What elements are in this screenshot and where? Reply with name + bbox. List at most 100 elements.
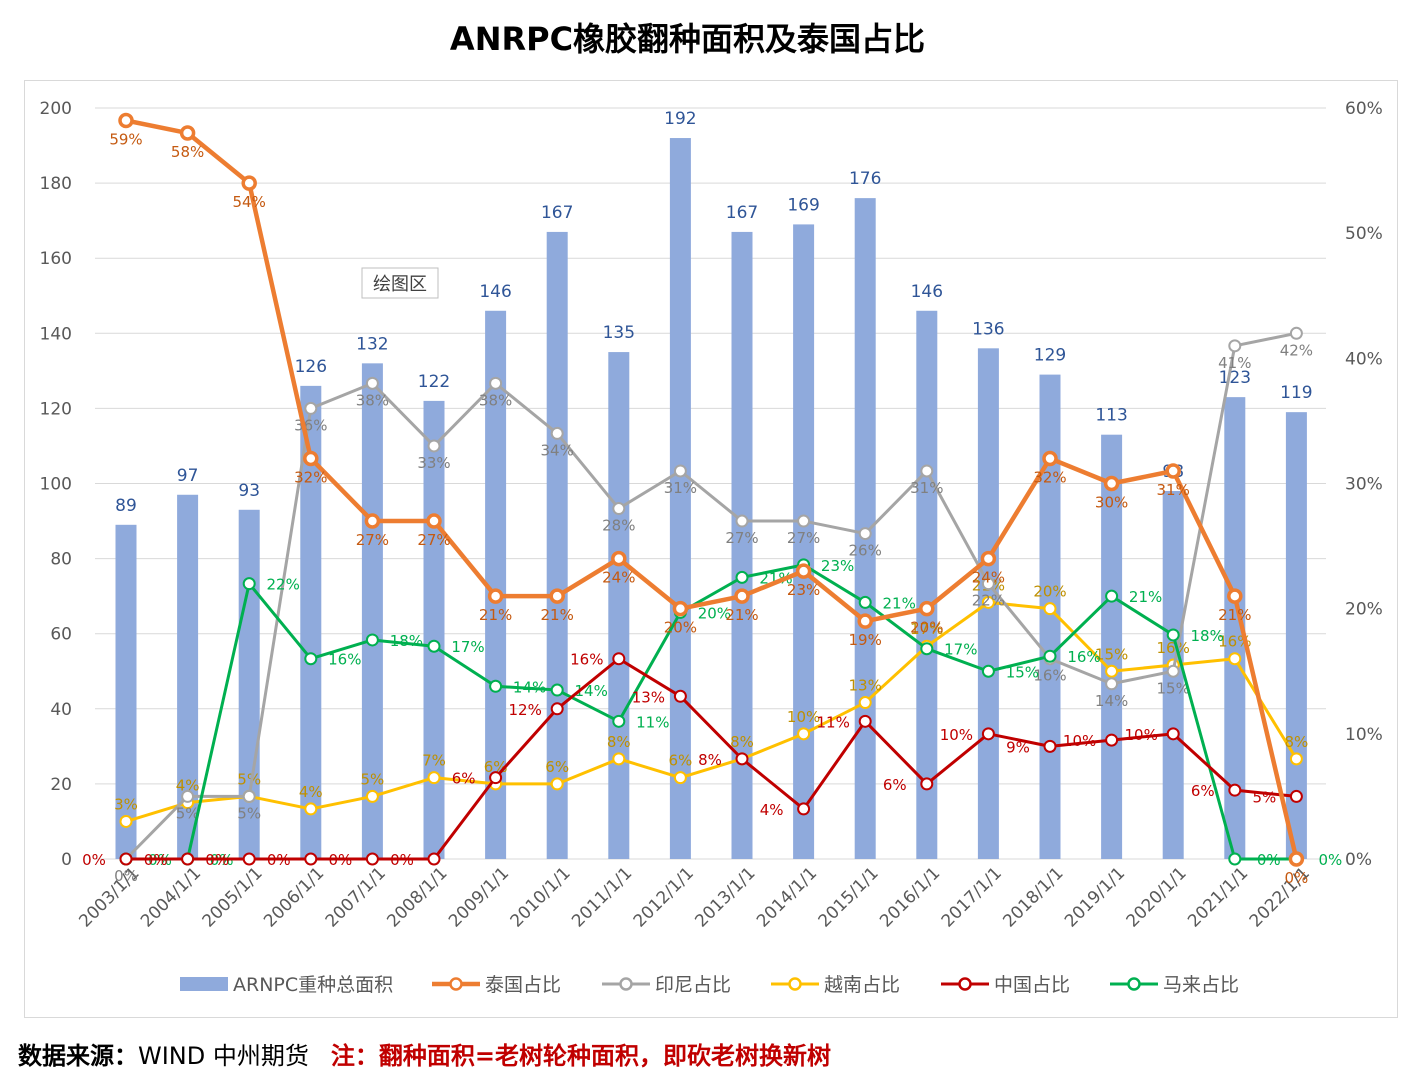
bar-value-label: 136	[972, 319, 1004, 339]
vietnam-point	[1105, 664, 1119, 678]
bar-value-label: 119	[1280, 383, 1312, 403]
vietnam-point	[304, 802, 318, 816]
vietnam-point	[858, 696, 872, 710]
legend: ARNPC重种总面积 泰国占比 印尼占比 越南占比 中国占比 马来占比	[180, 974, 1239, 996]
thailand-series: 59%58%54%32%27% 27%21% 21%24%20%21%23%19%2…	[109, 112, 1308, 887]
bar	[361, 363, 383, 859]
vietnam-point	[119, 814, 133, 828]
thailand-data-label: 31%	[1157, 481, 1190, 499]
x-tick-label: 2020/1/1	[1123, 863, 1191, 931]
x-tick-label: 2010/1/1	[507, 863, 575, 931]
thailand-point	[1227, 588, 1243, 604]
bar	[669, 138, 691, 860]
vietnam-point	[673, 771, 687, 785]
malaysia-point	[550, 683, 564, 697]
indonesia-data-label: 5%	[237, 804, 261, 822]
bar-value-label: 192	[664, 109, 696, 129]
vietnam-data-label: 4%	[176, 777, 200, 795]
china-data-label: 0%	[205, 851, 229, 869]
indonesia-point	[427, 439, 441, 453]
y-left-tick-label: 40	[50, 700, 72, 720]
thailand-point	[1165, 463, 1181, 479]
bar	[608, 352, 630, 859]
thailand-data-label: 20%	[910, 619, 943, 637]
vietnam-point	[612, 752, 626, 766]
legend-item: ARNPC重种总面积	[180, 974, 393, 996]
china-point	[1166, 727, 1180, 741]
y-left-tick-label: 100	[40, 475, 72, 495]
bar	[1285, 412, 1307, 859]
indonesia-point	[550, 426, 564, 440]
thailand-data-label: 27%	[356, 531, 389, 549]
bar-value-label: 126	[295, 357, 327, 377]
indonesia-data-label: 5%	[176, 804, 200, 822]
indonesia-data-label: 38%	[356, 391, 389, 409]
vietnam-data-label: 17%	[910, 620, 943, 638]
china-data-label: 10%	[940, 726, 973, 744]
vietnam-point	[365, 789, 379, 803]
china-data-label: 0%	[267, 851, 291, 869]
indonesia-data-label: 16%	[1033, 667, 1066, 685]
malaysia-data-label: 14%	[513, 678, 546, 696]
china-data-label: 5%	[1253, 788, 1277, 806]
indonesia-point	[489, 376, 503, 390]
vietnam-data-label: 8%	[607, 733, 631, 751]
legend-label: 马来占比	[1163, 974, 1239, 996]
y-right-tick-label: 20%	[1345, 600, 1383, 620]
malaysia-data-label: 18%	[1191, 627, 1224, 645]
indonesia-data-label: 15%	[1157, 679, 1190, 697]
malaysia-point	[981, 664, 995, 678]
indonesia-data-label: 33%	[417, 454, 450, 472]
indonesia-line	[124, 331, 1298, 861]
legend-label: 中国占比	[994, 974, 1070, 996]
indonesia-data-label: 26%	[849, 542, 882, 560]
thailand-data-label: 21%	[479, 606, 512, 624]
legend-label: 越南占比	[824, 974, 900, 996]
malaysia-data-label: 21%	[1129, 588, 1162, 606]
x-tick-label: 2013/1/1	[691, 863, 759, 931]
bar-value-label: 135	[603, 323, 635, 343]
combo-chart: 0 20 40 60 80 100 120 140 160 180 200 0% 10% 20% 30% 40…	[40, 99, 1383, 996]
vietnam-data-label: 3%	[114, 795, 138, 813]
legend-item: 中国占比	[941, 974, 1070, 996]
bar	[731, 231, 753, 860]
bar	[485, 310, 507, 859]
bar-value-label: 176	[849, 169, 881, 189]
thailand-point	[980, 550, 997, 567]
source-value: WIND 中州期货	[138, 1042, 309, 1070]
indonesia-point	[242, 789, 256, 803]
x-tick-label: 2015/1/1	[815, 863, 883, 931]
china-point	[427, 852, 441, 866]
vietnam-point	[1228, 652, 1242, 666]
malaysia-data-label: 21%	[883, 594, 916, 612]
y-right-tick-label: 30%	[1345, 475, 1383, 495]
bar-value-label: 113	[1095, 406, 1127, 426]
bar-value-label: 89	[115, 496, 137, 516]
indonesia-data-label: 41%	[1218, 354, 1251, 372]
indonesia-data-label: 27%	[787, 529, 820, 547]
china-data-label: 10%	[1125, 726, 1158, 744]
china-data-label: 10%	[1063, 732, 1096, 750]
bar	[300, 385, 322, 859]
indonesia-data-label: 31%	[910, 479, 943, 497]
legend-item: 印尼占比	[602, 974, 731, 996]
malaysia-point	[858, 595, 872, 609]
thailand-data-label: 20%	[664, 619, 697, 637]
legend-label: ARNPC重种总面积	[233, 974, 393, 996]
china-point	[612, 652, 626, 666]
china-point	[673, 689, 687, 703]
thailand-point	[857, 613, 873, 629]
indonesia-data-label: 36%	[294, 416, 327, 434]
china-data-label: 11%	[817, 713, 850, 731]
china-point	[1043, 739, 1057, 753]
thailand-data-label: 24%	[972, 569, 1005, 587]
vietnam-line	[124, 600, 1298, 823]
malaysia-data-label: 0%	[1319, 851, 1343, 869]
chart-frame	[24, 80, 1398, 1018]
china-data-label: 6%	[883, 776, 907, 794]
x-tick-label: 2017/1/1	[938, 863, 1006, 931]
malaysia-point	[735, 570, 749, 584]
malaysia-point	[1105, 589, 1119, 603]
y-right-tick-label: 50%	[1345, 224, 1383, 244]
indonesia-point	[365, 376, 379, 390]
